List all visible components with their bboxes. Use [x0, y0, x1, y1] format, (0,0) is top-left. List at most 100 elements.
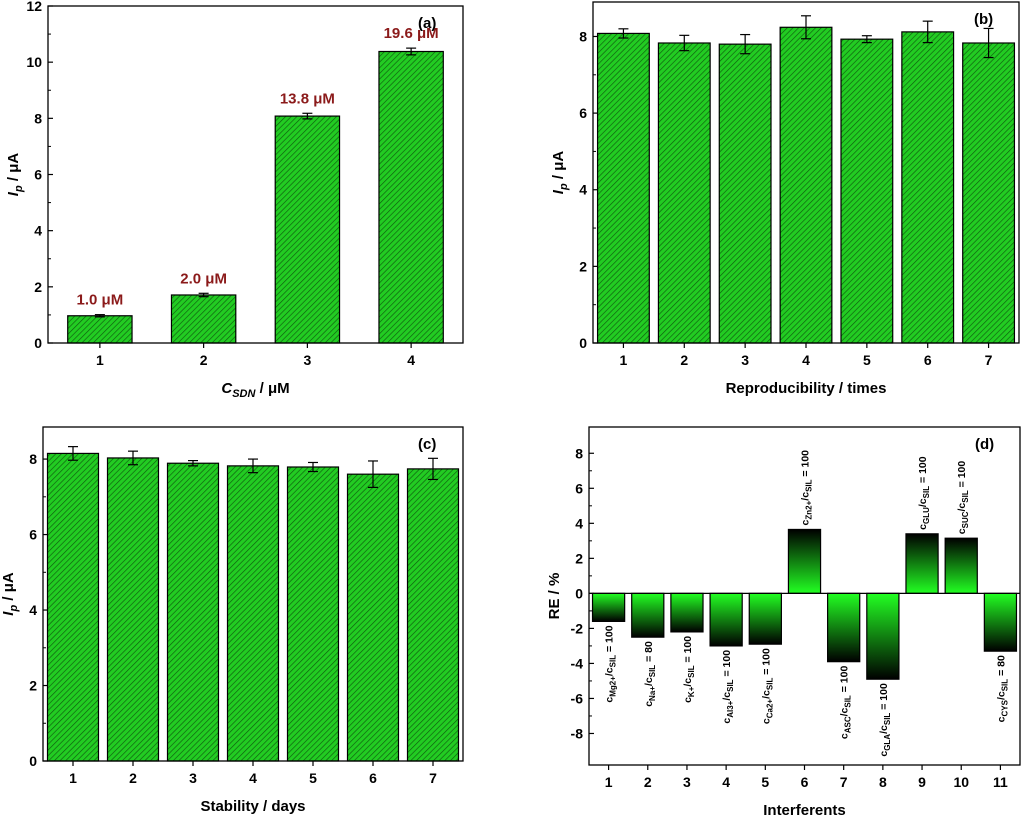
y-axis-label-a: Ip / μA — [5, 153, 25, 197]
x-tick-label: 2 — [644, 774, 652, 790]
x-axis-label-a: CSDN / μM — [221, 380, 289, 400]
x-axis-label-text: Interferents — [763, 802, 846, 819]
bar-annotation-d-6: cZn2+/cSIL = 100 — [800, 450, 814, 526]
bar-d-1 — [591, 592, 626, 622]
error-bar-b-3 — [740, 33, 751, 55]
y-tick-label: 6 — [575, 480, 583, 496]
y-tick-label: 2 — [29, 678, 37, 694]
y-tick-label: 8 — [29, 451, 37, 467]
annotation-ratio: = 100 — [721, 650, 733, 680]
annotation-divisor: /c — [800, 492, 812, 501]
bar-d-9 — [905, 533, 939, 594]
annotation-base: c — [878, 751, 890, 757]
y-tick-label: 6 — [34, 167, 42, 183]
annotation-divisor-sub: SIL — [805, 479, 814, 492]
x-tick-label: 9 — [918, 774, 926, 790]
bar-d-10 — [944, 537, 978, 594]
annotation-ratio: = 100 — [682, 636, 694, 666]
annotation-species: Na+ — [648, 686, 657, 701]
y-tick-label: 0 — [29, 753, 37, 769]
chart-panel-c: 0 2 4 6 8 1 2 3 4 5 6 7 (c) Ip / μA Stability / days — [0, 426, 464, 815]
annotation-base: c — [956, 528, 968, 534]
chart-panel-b: 0 2 4 6 8 1 2 3 4 5 6 7 (b) Ip / μA Reproducibility / … — [550, 1, 1020, 397]
bar-c-5 — [286, 466, 340, 762]
annotation-divisor: /c — [878, 725, 890, 734]
error-bar-a-4 — [406, 47, 417, 56]
annotation-base: c — [604, 697, 616, 703]
x-axis-label-c: Stability / days — [200, 798, 305, 815]
annotation-divisor-sub: SIL — [1000, 679, 1009, 692]
y-axis-label-unit: / μA — [0, 572, 17, 605]
bar-b-7 — [962, 42, 1016, 344]
annotation-ratio: = 100 — [839, 666, 851, 696]
annotation-species: GLA — [883, 734, 892, 751]
x-tick-label: 4 — [407, 352, 415, 368]
annotation-species: Mg2+ — [609, 676, 618, 697]
x-tick-label: 3 — [741, 352, 749, 368]
annotation-divisor-sub: SIL — [609, 655, 618, 668]
x-tick-label: 3 — [303, 352, 311, 368]
error-bar-b-1 — [618, 28, 629, 39]
bar-c-1 — [46, 452, 100, 762]
bar-annotation-d-11: cCYS/cSIL = 80 — [995, 655, 1009, 722]
y-axis-label-main: I — [550, 189, 567, 194]
bar-d-2 — [631, 592, 665, 638]
y-tick-label: 4 — [29, 602, 37, 618]
bar-b-5 — [840, 38, 894, 344]
x-tick-label: 1 — [605, 774, 613, 790]
bar-d-7 — [827, 592, 861, 663]
x-axis-label-text: Stability / days — [200, 798, 305, 815]
bar-a-3 — [274, 115, 341, 344]
annotation-divisor-sub: SIL — [922, 486, 931, 499]
x-tick-label: 5 — [309, 770, 317, 786]
bar-annotation-d-7: cASC/cSIL = 100 — [839, 666, 853, 740]
y-tick-label: 6 — [579, 105, 587, 121]
x-tick-label: 7 — [429, 770, 437, 786]
y-tick-label: 8 — [579, 28, 587, 44]
annotation-species: Ca2+ — [765, 699, 774, 719]
y-tick-label: -8 — [571, 725, 584, 741]
annotation-species: GLU — [922, 507, 931, 524]
error-bar-b-4 — [801, 15, 811, 40]
error-bar-b-7 — [983, 27, 994, 59]
y-axis-label-sub: p — [558, 183, 570, 191]
data-label-a-3: 13.8 μM — [280, 90, 335, 107]
annotation-base: c — [800, 519, 812, 525]
bar-annotation-d-8: cGLA/cSIL = 100 — [878, 683, 892, 757]
x-axis-label-b: Reproducibility / times — [726, 380, 887, 397]
bar-b-2 — [657, 42, 711, 344]
error-bar-c-2 — [128, 450, 138, 466]
annotation-species: CYS — [1000, 699, 1009, 716]
x-tick-label: 4 — [249, 770, 257, 786]
annotation-species: ASC — [844, 716, 853, 733]
error-bar-c-1 — [68, 446, 78, 461]
error-bar-a-1 — [94, 314, 105, 318]
x-tick-label: 2 — [680, 352, 688, 368]
annotation-divisor: /c — [643, 677, 655, 686]
bar-b-3 — [718, 43, 772, 344]
bar-a-4 — [378, 50, 444, 344]
y-tick-label: 6 — [29, 527, 37, 543]
annotation-base: c — [721, 718, 733, 724]
bar-d-6 — [787, 528, 822, 594]
error-bar-c-3 — [188, 459, 198, 467]
error-bar-c-4 — [248, 458, 258, 474]
error-bar-b-6 — [922, 20, 933, 44]
y-axis-label-text: RE / % — [546, 573, 563, 620]
annotation-divisor-sub: SIL — [687, 665, 696, 678]
annotation-species: SUC — [961, 511, 970, 528]
error-bar-a-3 — [302, 112, 313, 120]
bar-annotation-d-3: cK+/cSIL = 100 — [682, 636, 696, 703]
annotation-divisor: /c — [760, 690, 772, 699]
annotation-divisor-sub: SIL — [648, 665, 657, 678]
annotation-ratio: = 100 — [917, 456, 929, 486]
y-tick-label: 2 — [579, 258, 587, 274]
error-bar-b-5 — [861, 35, 872, 44]
x-tick-label: 6 — [801, 774, 809, 790]
y-axis-label-b: Ip / μA — [550, 151, 570, 195]
x-tick-label: 10 — [953, 774, 969, 790]
y-tick-label: -4 — [571, 655, 584, 671]
annotation-divisor-sub: SIL — [961, 490, 970, 503]
y-tick-label: 0 — [579, 335, 587, 351]
